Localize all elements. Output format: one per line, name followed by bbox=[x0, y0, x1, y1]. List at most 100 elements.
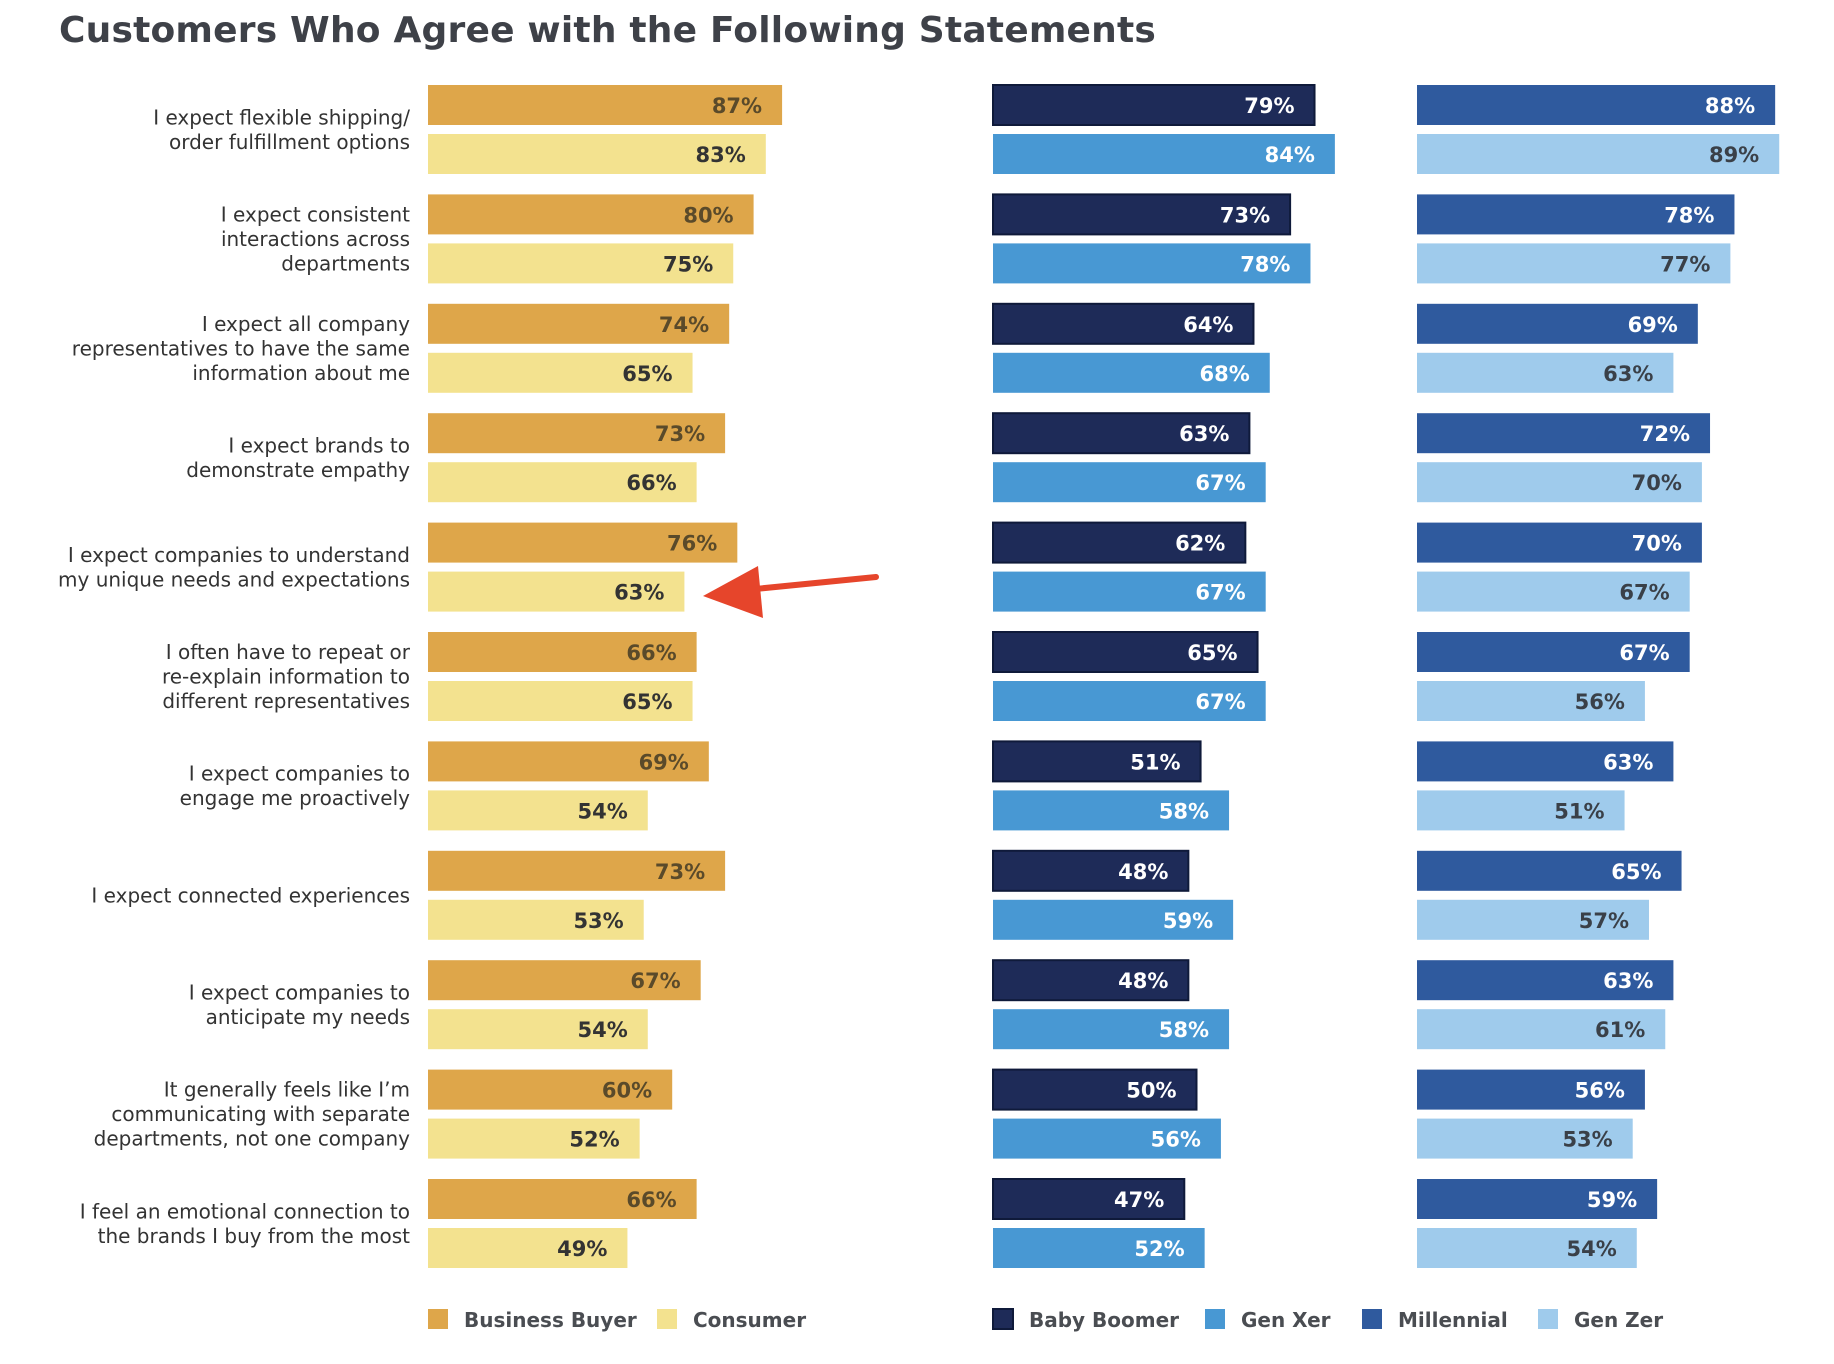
bar-gen-zer bbox=[1417, 462, 1702, 503]
bar-consumer bbox=[428, 899, 644, 940]
value-label: 56% bbox=[1151, 1128, 1201, 1152]
bar-gen-zer bbox=[1417, 1228, 1637, 1268]
legend-swatch-consumer bbox=[657, 1309, 677, 1329]
bar-business-buyer bbox=[428, 522, 738, 563]
value-label: 66% bbox=[626, 471, 676, 495]
bar-baby-boomer bbox=[992, 1068, 1198, 1111]
bar-business-buyer bbox=[428, 1179, 697, 1219]
bar-baby-boomer bbox=[992, 849, 1190, 892]
value-label: 54% bbox=[578, 799, 628, 823]
value-label: 63% bbox=[1603, 969, 1653, 993]
value-label: 54% bbox=[578, 1018, 628, 1042]
value-label: 66% bbox=[626, 1188, 676, 1212]
bar-business-buyer bbox=[428, 194, 754, 235]
legend-swatch-gen-xer bbox=[1205, 1309, 1225, 1329]
bar-baby-boomer bbox=[992, 521, 1247, 564]
bar-gen-xer bbox=[993, 134, 1335, 174]
bar-business-buyer bbox=[428, 850, 726, 891]
value-label: 75% bbox=[663, 252, 713, 276]
arrow-head bbox=[703, 566, 763, 618]
value-label: 67% bbox=[630, 969, 680, 993]
bar-millennial bbox=[1417, 632, 1690, 672]
value-label: 89% bbox=[1709, 143, 1759, 167]
category-label: I often have to repeat or re-explain info… bbox=[162, 640, 411, 713]
bar-gen-zer bbox=[1417, 134, 1780, 174]
bar-baby-boomer bbox=[992, 740, 1202, 783]
bar-millennial bbox=[1417, 85, 1776, 125]
value-label: 51% bbox=[1130, 750, 1180, 774]
category-label: I expect companies to engage me proactive… bbox=[180, 762, 410, 811]
value-label: 57% bbox=[1579, 909, 1629, 933]
category-label: I expect companies to anticipate my needs bbox=[189, 980, 410, 1028]
value-label: 63% bbox=[1603, 362, 1653, 386]
value-label: 63% bbox=[1179, 422, 1229, 446]
value-label: 73% bbox=[655, 422, 705, 446]
value-label: 47% bbox=[1114, 1188, 1164, 1212]
bar-baby-boomer bbox=[992, 631, 1259, 673]
value-label: 60% bbox=[602, 1079, 652, 1103]
bar-consumer bbox=[428, 1009, 648, 1050]
legend: Business Buyer Consumer Baby Boomer Gen Xer… bbox=[428, 1308, 1663, 1332]
category-label: I expect brands to demonstrate empathy bbox=[186, 433, 410, 482]
legend-label-gen-zer: Gen Zer bbox=[1574, 1308, 1663, 1332]
bar-consumer bbox=[428, 681, 693, 721]
value-label: 68% bbox=[1199, 362, 1249, 386]
value-label: 67% bbox=[1619, 641, 1669, 665]
bar-gen-zer bbox=[1417, 790, 1625, 831]
category-label: I expect all company representatives to h… bbox=[72, 312, 410, 385]
legend-swatch-millennial bbox=[1362, 1309, 1382, 1329]
legend-label-baby-boomer: Baby Boomer bbox=[1029, 1308, 1179, 1332]
bar-baby-boomer bbox=[992, 84, 1316, 126]
bar-consumer bbox=[428, 134, 766, 174]
bar-gen-xer bbox=[993, 243, 1311, 284]
value-label: 63% bbox=[614, 581, 664, 605]
value-label: 73% bbox=[655, 860, 705, 884]
legend-swatch-baby-boomer bbox=[992, 1308, 1014, 1330]
bar-consumer bbox=[428, 1228, 628, 1268]
value-label: 76% bbox=[667, 532, 717, 556]
bar-gen-zer bbox=[1417, 243, 1731, 284]
arrow-shaft bbox=[742, 574, 879, 593]
value-label: 61% bbox=[1595, 1018, 1645, 1042]
value-label: 65% bbox=[622, 690, 672, 714]
value-label: 53% bbox=[1562, 1128, 1612, 1152]
bar-consumer bbox=[428, 352, 693, 393]
bar-business-buyer bbox=[428, 85, 783, 125]
bar-gen-zer bbox=[1417, 899, 1649, 940]
bar-consumer bbox=[428, 1118, 640, 1159]
category-label: It generally feels like I’m communicating… bbox=[94, 1078, 410, 1151]
bar-millennial bbox=[1417, 522, 1702, 563]
bar-gen-xer bbox=[993, 1228, 1205, 1268]
value-label: 67% bbox=[1195, 581, 1245, 605]
value-label: 72% bbox=[1640, 422, 1690, 446]
bar-business-buyer bbox=[428, 413, 726, 454]
bar-baby-boomer bbox=[992, 1178, 1186, 1220]
bar-millennial bbox=[1417, 194, 1735, 235]
value-label: 59% bbox=[1587, 1188, 1637, 1212]
category-labels: I expect flexible shipping/order fulfill… bbox=[58, 105, 411, 1248]
bar-gen-xer bbox=[993, 1118, 1221, 1159]
value-label: 56% bbox=[1575, 1079, 1625, 1103]
value-label: 70% bbox=[1632, 532, 1682, 556]
value-label: 53% bbox=[573, 909, 623, 933]
value-label: 67% bbox=[1195, 471, 1245, 495]
bar-millennial bbox=[1417, 413, 1711, 454]
value-label: 78% bbox=[1664, 203, 1714, 227]
value-label: 48% bbox=[1118, 860, 1168, 884]
value-label: 49% bbox=[557, 1237, 607, 1261]
value-label: 70% bbox=[1632, 471, 1682, 495]
bar-gen-zer bbox=[1417, 571, 1690, 612]
value-label: 67% bbox=[1619, 581, 1669, 605]
value-label: 87% bbox=[712, 94, 762, 118]
value-label: 79% bbox=[1244, 94, 1294, 118]
bar-consumer bbox=[428, 462, 697, 503]
legend-swatch-business-buyer bbox=[428, 1309, 448, 1329]
value-label: 54% bbox=[1567, 1237, 1617, 1261]
bar-consumer bbox=[428, 571, 685, 612]
category-label: I expect companies to understand my uniqu… bbox=[58, 543, 410, 592]
chart-title: Customers Who Agree with the Following S… bbox=[59, 10, 1157, 51]
legend-swatch-gen-zer bbox=[1538, 1309, 1558, 1329]
bar-millennial bbox=[1417, 1179, 1658, 1219]
annotation-arrow bbox=[703, 566, 879, 618]
bar-business-buyer bbox=[428, 303, 730, 344]
